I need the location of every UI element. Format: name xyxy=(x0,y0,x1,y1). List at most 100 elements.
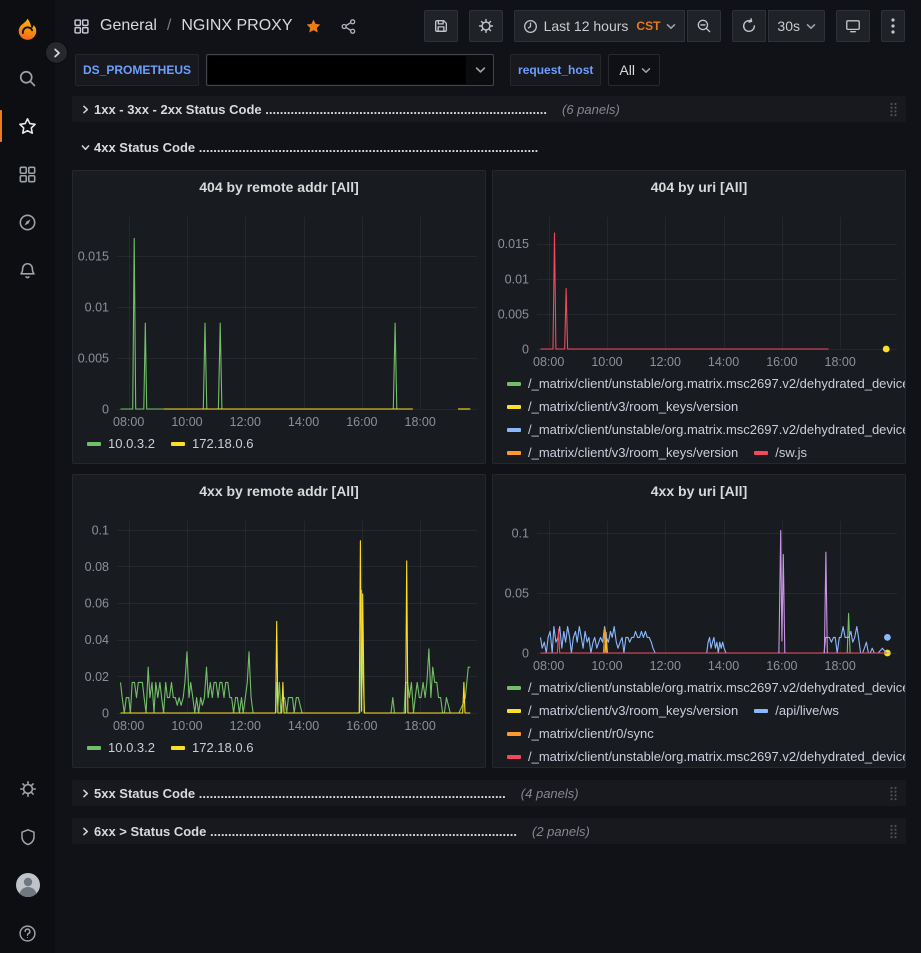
legend-item[interactable]: /_matrix/client/v3/room_keys/version xyxy=(507,444,738,461)
svg-text:16:00: 16:00 xyxy=(346,415,377,429)
legend-series-swatch xyxy=(507,427,521,432)
panel-legend: 10.0.3.2 172.18.0.6 xyxy=(73,433,485,463)
breadcrumb-folder[interactable]: General xyxy=(100,17,157,34)
tv-mode-button[interactable] xyxy=(836,10,870,42)
panel-404-by-remote-addr: 404 by remote addr [All] 0 0.005 0.01 0.015… xyxy=(72,170,486,464)
svg-text:12:00: 12:00 xyxy=(650,659,681,673)
row-panel-count: (6 panels) xyxy=(562,101,620,117)
save-icon xyxy=(434,20,447,32)
refresh-interval-label: 30s xyxy=(777,18,800,34)
legend-series-swatch xyxy=(171,441,185,446)
dashboards-icon xyxy=(19,166,36,182)
legend-item[interactable]: 10.0.3.2 xyxy=(87,435,155,452)
sidebar-item-starred[interactable] xyxy=(0,102,55,150)
favorite-star-button[interactable] xyxy=(305,18,322,35)
legend-series-swatch xyxy=(87,441,101,446)
sidebar-item-server-admin[interactable] xyxy=(0,813,55,861)
sidebar-item-search[interactable] xyxy=(0,54,55,102)
time-series-chart[interactable]: 0 0.05 0.1 08:00 10:00 12:00 14:00 16:00 18:00 xyxy=(493,507,905,677)
sidebar-item-dashboards[interactable] xyxy=(0,150,55,198)
panel-title[interactable]: 4xx by uri [All] xyxy=(650,483,748,499)
time-series-chart[interactable]: 0 0.02 0.04 0.06 0.08 0.1 08:00 10:00 12:00 14:00… xyxy=(73,507,485,737)
row-title[interactable]: 4xx Status Code ........................… xyxy=(94,140,538,155)
legend-item[interactable]: /_matrix/client/unstable/org.matrix.msc2… xyxy=(507,748,905,765)
chevron-right-icon xyxy=(53,48,60,57)
legend-item[interactable]: /_matrix/client/unstable/org.matrix.msc2… xyxy=(507,421,905,438)
sidebar-item-configuration[interactable] xyxy=(0,765,55,813)
panel-4xx-by-remote-addr: 4xx by remote addr [All] 0 0.02 0.04 0.06 0.… xyxy=(72,474,486,768)
legend-series-label: /_matrix/client/v3/room_keys/version xyxy=(528,703,739,718)
more-options-button[interactable] xyxy=(881,10,905,42)
variable-value-dropdown[interactable]: All xyxy=(608,54,660,86)
svg-text:0: 0 xyxy=(522,647,529,661)
legend-item[interactable]: /_matrix/client/r0/sync xyxy=(507,725,654,742)
row-5xx-status-code[interactable]: 5xx Status Code ........................… xyxy=(72,780,906,806)
legend-series-label: 172.18.0.6 xyxy=(192,740,254,755)
time-series-chart[interactable]: 0 0.005 0.01 0.015 08:00 10:00 12:00 14:00 16:00… xyxy=(73,203,485,433)
legend-item[interactable]: /sw.js xyxy=(754,444,807,461)
svg-text:0.08: 0.08 xyxy=(85,560,109,574)
legend-series-swatch xyxy=(87,745,101,750)
share-dashboard-button[interactable] xyxy=(340,18,357,35)
zoom-out-icon xyxy=(698,19,711,33)
refresh-interval-picker[interactable]: 30s xyxy=(768,10,825,42)
row-title[interactable]: 5xx Status Code ........................… xyxy=(94,786,506,801)
row-1xx-3xx-2xx-status-code[interactable]: 1xx - 3xx - 2xx Status Code ............… xyxy=(72,96,906,122)
refresh-dashboard-button[interactable] xyxy=(732,10,767,42)
legend-series-label: /_matrix/client/v3/room_keys/version xyxy=(528,399,739,414)
panel-legend: 10.0.3.2 172.18.0.6 xyxy=(73,737,485,767)
panel-title[interactable]: 404 by remote addr [All] xyxy=(199,179,359,195)
legend-item[interactable]: /api/live/ws xyxy=(754,702,839,719)
row-drag-handle[interactable] xyxy=(889,824,898,839)
svg-text:0: 0 xyxy=(102,707,109,721)
legend-series-swatch xyxy=(507,708,521,713)
server-admin-shield-icon xyxy=(20,829,35,846)
panel-title[interactable]: 404 by uri [All] xyxy=(650,179,748,195)
panel-legend: /_matrix/client/unstable/org.matrix.msc2… xyxy=(493,677,905,767)
variable-value: All xyxy=(619,62,635,78)
legend-item[interactable]: 172.18.0.6 xyxy=(171,739,253,756)
sidebar-item-help[interactable] xyxy=(0,909,55,953)
svg-text:18:00: 18:00 xyxy=(825,355,856,369)
sidebar xyxy=(0,0,55,953)
grafana-logo[interactable] xyxy=(0,0,55,54)
sidebar-expand-button[interactable] xyxy=(45,41,68,64)
legend-series-label: /_matrix/client/unstable/org.matrix.msc2… xyxy=(528,749,905,764)
configuration-gear-icon xyxy=(19,780,36,798)
time-range-picker[interactable]: Last 12 hours CST xyxy=(513,10,686,42)
panel-title[interactable]: 4xx by remote addr [All] xyxy=(199,483,359,499)
svg-text:10:00: 10:00 xyxy=(591,659,622,673)
save-dashboard-button[interactable] xyxy=(423,10,458,42)
dashboard-settings-button[interactable] xyxy=(468,10,503,42)
row-drag-handle[interactable] xyxy=(889,102,898,117)
time-series-chart[interactable]: 0 0.005 0.01 0.015 08:00 10:00 12:00 14:00 16:00… xyxy=(493,203,905,373)
svg-text:0.06: 0.06 xyxy=(85,597,109,611)
time-range-label: Last 12 hours xyxy=(543,18,629,34)
panel-404-by-uri: 404 by uri [All] 0 0.005 0.01 0.015 08:00 10:… xyxy=(492,170,906,464)
row-title-dots: ........................................… xyxy=(209,823,517,839)
sidebar-item-explore[interactable] xyxy=(0,198,55,246)
row-drag-handle[interactable] xyxy=(889,786,898,801)
sidebar-item-profile[interactable] xyxy=(0,861,55,909)
svg-text:0.005: 0.005 xyxy=(498,307,529,321)
breadcrumb-dashboard-title[interactable]: NGINX PROXY xyxy=(181,17,293,34)
zoom-out-time-button[interactable] xyxy=(687,10,722,42)
legend-item[interactable]: /_matrix/client/unstable/org.matrix.msc2… xyxy=(507,375,905,392)
row-title[interactable]: 1xx - 3xx - 2xx Status Code ............… xyxy=(94,102,547,117)
variable-value-dropdown[interactable] xyxy=(206,54,495,86)
legend-item[interactable]: /_matrix/client/v3/room_keys/version xyxy=(507,398,738,415)
row-4xx-status-code[interactable]: 4xx Status Code ........................… xyxy=(72,134,906,160)
svg-text:14:00: 14:00 xyxy=(708,659,739,673)
row-title[interactable]: 6xx > Status Code ......................… xyxy=(94,824,517,839)
legend-item[interactable]: 10.0.3.2 xyxy=(87,739,155,756)
legend-series-label: /api/live/ws xyxy=(775,703,839,718)
row-6xx-status-code[interactable]: 6xx > Status Code ......................… xyxy=(72,818,906,844)
chevron-down-icon xyxy=(641,67,651,74)
legend-item[interactable]: 172.18.0.6 xyxy=(171,435,253,452)
row-title-dots: ........................................… xyxy=(198,785,506,801)
sidebar-item-alerting[interactable] xyxy=(0,246,55,294)
legend-item[interactable]: /_matrix/client/unstable/org.matrix.msc2… xyxy=(507,679,905,696)
legend-series-swatch xyxy=(507,381,521,386)
legend-item[interactable]: /_matrix/client/v3/room_keys/version xyxy=(507,702,738,719)
legend-series-swatch xyxy=(507,404,521,409)
